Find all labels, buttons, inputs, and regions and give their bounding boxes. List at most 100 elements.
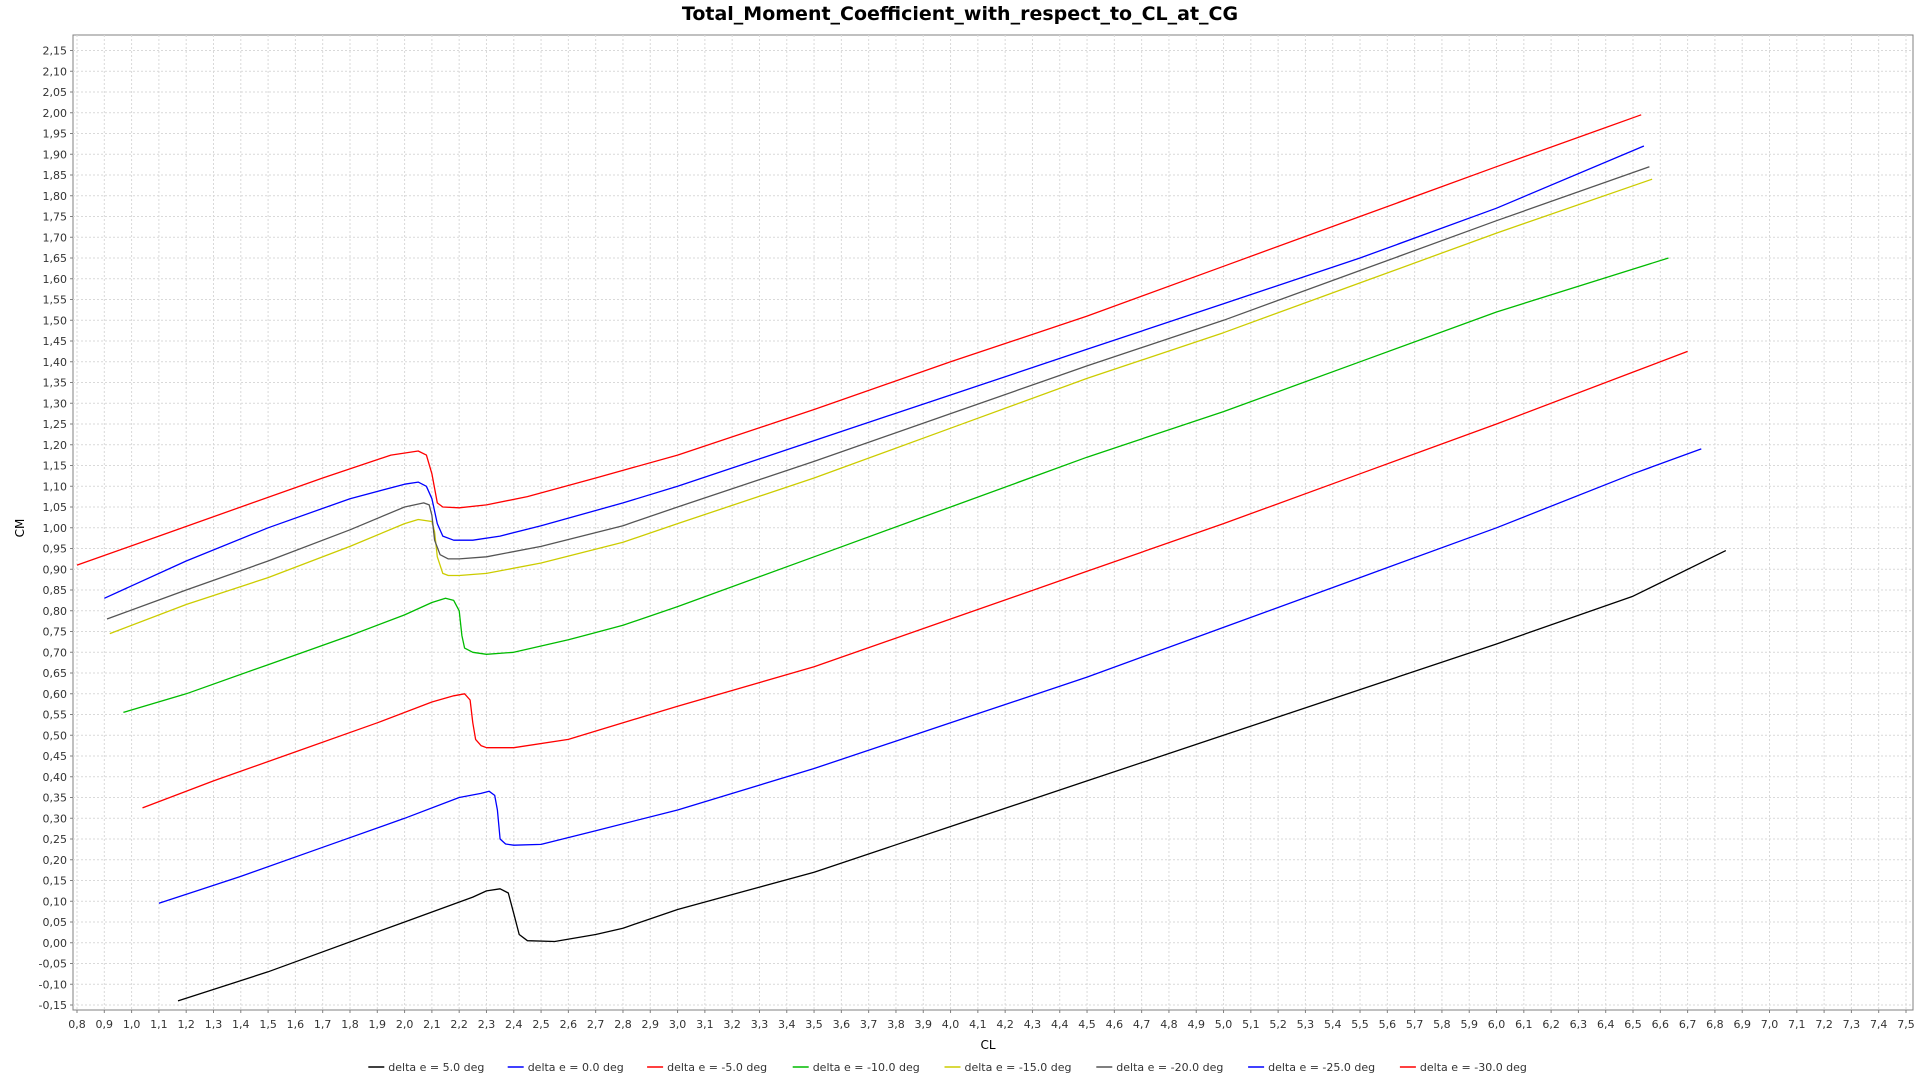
x-tick-label: 4,6 [1106,1018,1124,1031]
x-tick-label: 5,9 [1460,1018,1478,1031]
series-lines [76,114,1727,1002]
y-tick-label: 1,05 [43,501,68,514]
x-tick-label: 3,4 [778,1018,796,1031]
x-tick-label: 5,8 [1433,1018,1451,1031]
y-tick-label: 2,00 [43,107,68,120]
x-tick-label: 4,5 [1078,1018,1096,1031]
y-tick-label: 0,75 [43,626,68,639]
x-tick-label: 3,0 [669,1018,687,1031]
y-tick-label: 1,10 [43,480,68,493]
x-tick-label: 0,9 [96,1018,114,1031]
x-tick-label: 3,7 [860,1018,878,1031]
x-tick-label: 4,7 [1133,1018,1151,1031]
x-tick-label: 7,0 [1761,1018,1779,1031]
x-tick-label: 2,7 [587,1018,605,1031]
series-line [177,550,1727,1002]
y-tick-label: 1,60 [43,273,68,286]
x-tick-label: 1,6 [287,1018,305,1031]
x-tick-label: 6,3 [1570,1018,1588,1031]
x-tick-label: 6,8 [1706,1018,1724,1031]
x-tick-label: 5,3 [1297,1018,1315,1031]
x-tick-label: 6,4 [1597,1018,1615,1031]
x-tick-label: 5,2 [1269,1018,1287,1031]
y-tick-label: 1,20 [43,439,68,452]
x-tick-label: 6,9 [1733,1018,1751,1031]
y-tick-label: 1,55 [43,294,68,307]
x-tick-label: 4,2 [996,1018,1014,1031]
y-tick-label: 2,15 [43,45,68,58]
y-tick-label: 0,35 [43,792,68,805]
y-tick-label: 1,75 [43,211,68,224]
x-tick-label: 2,4 [505,1018,523,1031]
x-tick-label: 3,1 [696,1018,714,1031]
y-tick-label: 0,55 [43,709,68,722]
series-line [76,114,1642,566]
x-tick-label: 1,7 [314,1018,332,1031]
x-tick-label: 4,1 [969,1018,987,1031]
x-tick-label: 6,7 [1679,1018,1697,1031]
x-tick-label: 5,6 [1379,1018,1397,1031]
x-tick-label: 1,8 [341,1018,359,1031]
legend-entry: delta e = -15.0 deg [965,1061,1072,1074]
y-tick-label: 0,15 [43,875,68,888]
series-line [109,178,1653,635]
x-tick-label: 2,3 [478,1018,496,1031]
x-tick-label: 6,2 [1542,1018,1560,1031]
y-tick-label: 0,60 [43,688,68,701]
y-tick-label: 0,50 [43,729,68,742]
y-tick-label: 1,90 [43,148,68,161]
x-tick-label: 1,9 [369,1018,387,1031]
y-axis-label: CM [13,519,27,538]
y-tick-label: 0,40 [43,771,68,784]
y-tick-label: 0,20 [43,854,68,867]
x-tick-label: 5,5 [1351,1018,1369,1031]
y-tick-label: 0,80 [43,605,68,618]
x-tick-label: 7,4 [1870,1018,1888,1031]
x-tick-label: 0,8 [68,1018,86,1031]
x-tick-label: 6,6 [1652,1018,1670,1031]
y-tick-label: 0,45 [43,750,68,763]
x-tick-label: 5,4 [1324,1018,1342,1031]
y-tick-label: 0,05 [43,916,68,929]
y-tick-label: 0,10 [43,895,68,908]
series-line [142,350,1688,809]
x-tick-label: 2,5 [532,1018,550,1031]
x-tick-label: 7,2 [1815,1018,1833,1031]
y-tick-label: 1,65 [43,252,68,265]
y-tick-label: 1,95 [43,128,68,141]
y-tick-label: 1,00 [43,522,68,535]
x-tick-label: 7,3 [1843,1018,1861,1031]
x-axis-ticks: 0,8 0,9 1,0 1,1 1,2 1,3 1,4 1,5 1,6 1,7 1,8 1,9 2,0 2… [68,1010,1915,1031]
y-tick-label: -0,15 [39,999,67,1012]
x-tick-label: 1,1 [150,1018,168,1031]
y-tick-label: -0,05 [39,958,67,971]
x-tick-label: 4,8 [1160,1018,1178,1031]
legend-entry: delta e = -20.0 deg [1116,1061,1223,1074]
y-tick-label: 1,50 [43,314,68,327]
y-tick-label: 1,45 [43,335,68,348]
x-tick-label: 1,5 [259,1018,277,1031]
x-tick-label: 2,2 [450,1018,468,1031]
x-tick-label: 3,2 [723,1018,741,1031]
x-tick-label: 7,1 [1788,1018,1806,1031]
legend-entry: delta e = 5.0 deg [388,1061,484,1074]
y-tick-label: 0,00 [43,937,68,950]
y-tick-label: 1,40 [43,356,68,369]
x-tick-label: 1,0 [123,1018,141,1031]
series-line [104,145,1645,599]
x-tick-label: 6,0 [1488,1018,1506,1031]
x-tick-label: 5,7 [1406,1018,1424,1031]
x-tick-label: 4,0 [942,1018,960,1031]
x-tick-label: 3,3 [751,1018,769,1031]
x-tick-label: 2,9 [642,1018,660,1031]
legend-entry: delta e = -5.0 deg [667,1061,767,1074]
y-tick-label: 1,70 [43,231,68,244]
legend-entry: delta e = 0.0 deg [528,1061,624,1074]
y-tick-label: 1,85 [43,169,68,182]
x-tick-label: 3,8 [887,1018,905,1031]
x-tick-label: 2,8 [614,1018,632,1031]
x-tick-label: 3,5 [805,1018,823,1031]
y-tick-label: 0,65 [43,667,68,680]
legend-entry: delta e = -10.0 deg [813,1061,920,1074]
